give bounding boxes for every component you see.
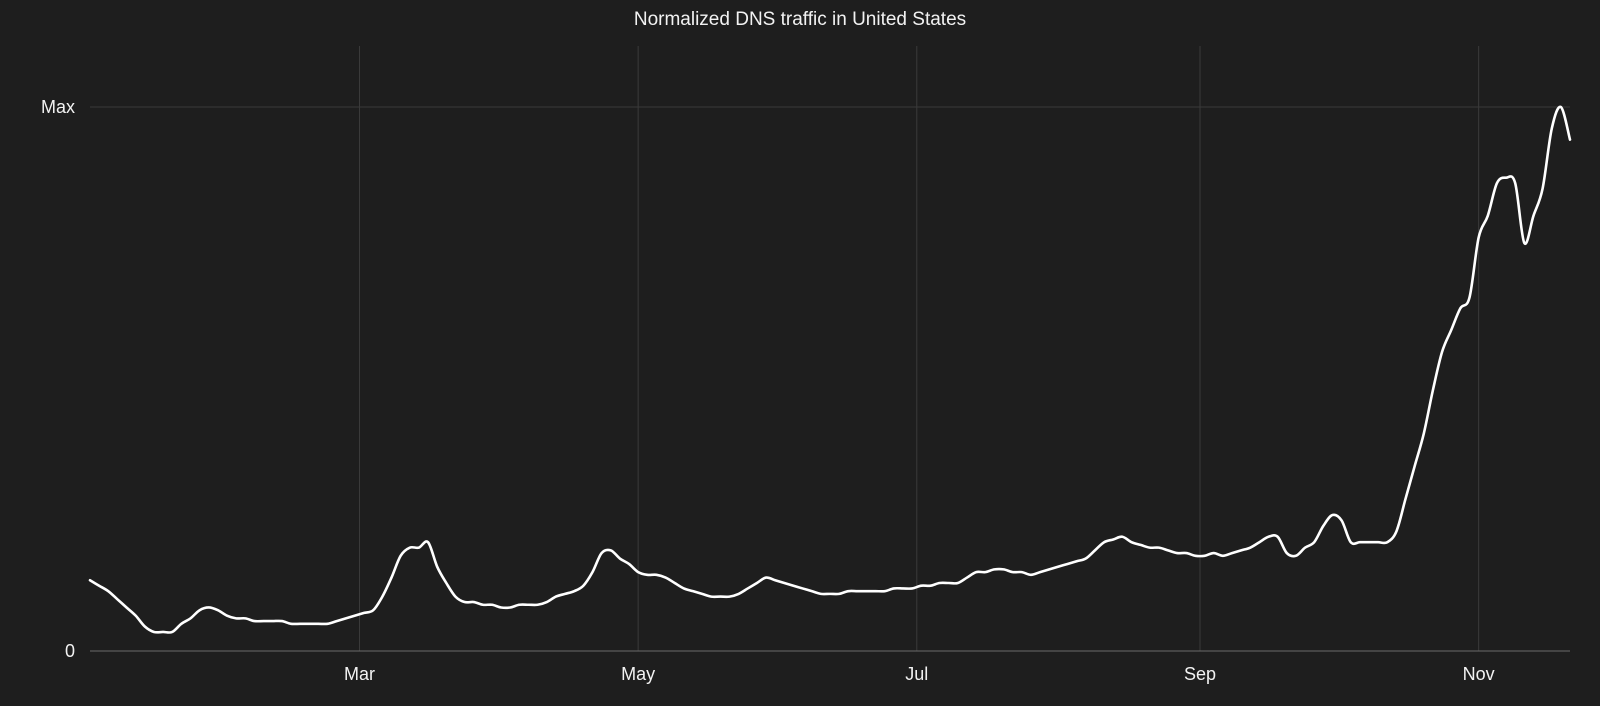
x-tick-label: Mar xyxy=(344,664,375,684)
y-tick-label: 0 xyxy=(65,641,75,661)
label-layer: Mar May Jul Sep Nov 0 Max xyxy=(41,97,1495,684)
grid-layer xyxy=(90,46,1570,651)
chart-title: Normalized DNS traffic in United States xyxy=(633,9,967,30)
x-tick-label: May xyxy=(621,664,655,684)
x-tick-label: Nov xyxy=(1463,664,1495,684)
series-line xyxy=(88,105,1572,634)
x-tick-label: Sep xyxy=(1184,664,1216,684)
y-tick-label: Max xyxy=(41,97,75,117)
series-layer xyxy=(88,105,1572,634)
x-tick-label: Jul xyxy=(905,664,928,684)
